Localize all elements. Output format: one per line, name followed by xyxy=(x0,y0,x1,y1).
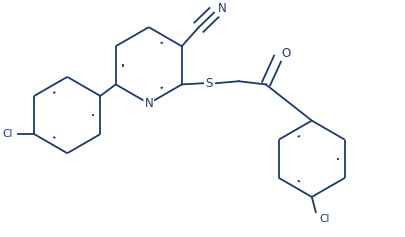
Text: N: N xyxy=(217,1,226,14)
Text: Cl: Cl xyxy=(319,214,329,224)
Text: O: O xyxy=(280,47,290,60)
Text: Cl: Cl xyxy=(2,129,12,139)
Text: S: S xyxy=(205,77,212,90)
Text: N: N xyxy=(144,97,153,110)
